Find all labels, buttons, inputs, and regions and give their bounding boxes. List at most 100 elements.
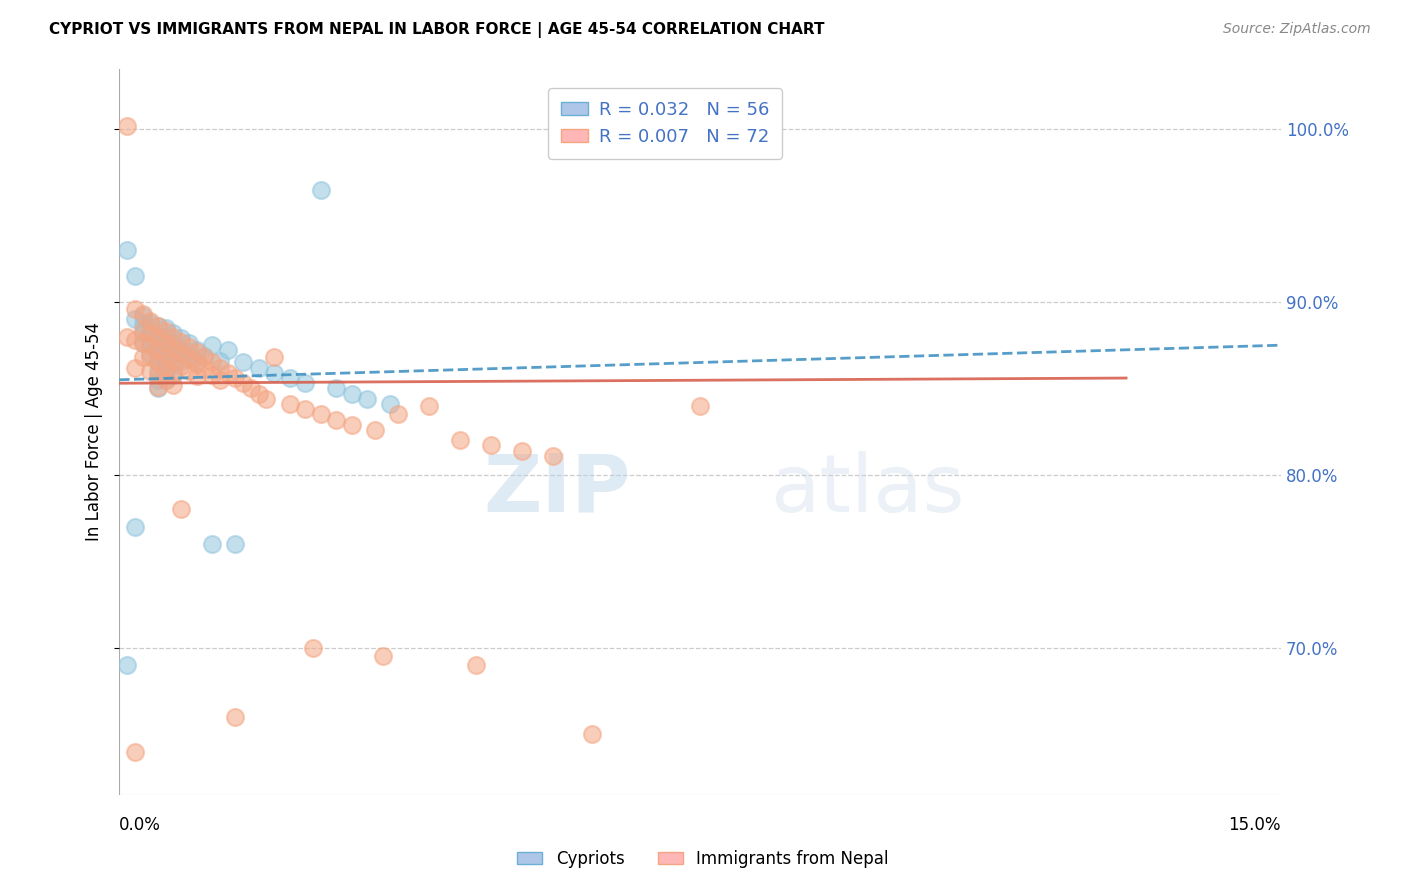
Point (186, 357, 208, 371)
Point (263, 351, 285, 365)
Text: 15.0%: 15.0% (1229, 815, 1281, 833)
Point (139, 364, 162, 378)
Point (131, 336, 153, 351)
Point (124, 268, 146, 283)
Point (201, 338, 224, 352)
Point (689, 399, 711, 413)
Point (208, 373, 231, 387)
Point (139, 316, 162, 330)
Point (155, 355, 177, 369)
Point (155, 347, 177, 361)
Point (278, 397, 301, 411)
Point (186, 355, 208, 369)
Point (186, 343, 208, 358)
Point (170, 343, 193, 358)
Point (232, 355, 254, 369)
Point (380, 397, 402, 411)
Point (146, 343, 169, 358)
Point (340, 417, 363, 432)
Point (364, 423, 387, 437)
Point (131, 326, 153, 340)
Point (162, 378, 184, 392)
Point (139, 314, 162, 328)
Point (162, 342, 184, 356)
Point (254, 392, 277, 406)
Point (146, 380, 169, 394)
Point (155, 329, 177, 343)
Point (294, 402, 316, 417)
Point (177, 340, 200, 354)
Point (186, 369, 208, 384)
Point (146, 364, 169, 378)
Point (170, 331, 193, 345)
Point (340, 386, 363, 401)
Point (162, 329, 184, 343)
Point (162, 366, 184, 380)
Point (131, 351, 153, 365)
Point (247, 360, 270, 375)
Point (131, 336, 153, 351)
Point (201, 355, 224, 369)
Point (309, 183, 332, 197)
Point (162, 347, 184, 361)
Point (208, 353, 231, 368)
Point (201, 537, 224, 551)
Point (239, 381, 262, 395)
Point (162, 357, 184, 371)
Point (263, 366, 285, 380)
Point (146, 355, 169, 369)
Point (418, 399, 440, 413)
Point (186, 345, 208, 359)
Point (449, 434, 471, 448)
Point (124, 745, 146, 759)
Point (146, 355, 169, 369)
Point (139, 347, 162, 361)
Point (247, 386, 270, 401)
Text: Source: ZipAtlas.com: Source: ZipAtlas.com (1223, 22, 1371, 37)
Point (325, 412, 347, 426)
Point (155, 373, 177, 387)
Point (155, 336, 177, 351)
Point (177, 349, 200, 363)
Point (356, 392, 378, 406)
Point (124, 360, 146, 375)
Text: atlas: atlas (770, 450, 965, 529)
Point (115, 119, 138, 133)
Point (208, 360, 231, 375)
Point (177, 351, 200, 366)
Point (115, 243, 138, 257)
Point (155, 364, 177, 378)
Point (201, 368, 224, 382)
Point (131, 307, 153, 321)
Y-axis label: In Labor Force | Age 45-54: In Labor Force | Age 45-54 (86, 322, 103, 541)
Point (541, 449, 564, 463)
Point (131, 318, 153, 332)
Point (155, 338, 177, 352)
Point (146, 319, 169, 334)
Point (325, 381, 347, 395)
Legend: R = 0.032   N = 56, R = 0.007   N = 72: R = 0.032 N = 56, R = 0.007 N = 72 (548, 88, 782, 159)
Point (146, 368, 169, 382)
Point (162, 368, 184, 382)
Point (170, 334, 193, 349)
Point (131, 323, 153, 337)
Point (232, 376, 254, 391)
Point (177, 364, 200, 378)
Point (155, 349, 177, 363)
Point (131, 309, 153, 323)
Point (155, 373, 177, 387)
Text: ZIP: ZIP (484, 450, 630, 529)
Point (155, 321, 177, 335)
Point (124, 333, 146, 347)
Point (224, 537, 246, 551)
Point (224, 371, 246, 385)
Point (146, 338, 169, 352)
Point (139, 336, 162, 351)
Point (170, 502, 193, 516)
Point (124, 301, 146, 316)
Point (217, 366, 239, 380)
Point (139, 326, 162, 340)
Point (193, 349, 215, 363)
Point (139, 338, 162, 352)
Point (278, 371, 301, 385)
